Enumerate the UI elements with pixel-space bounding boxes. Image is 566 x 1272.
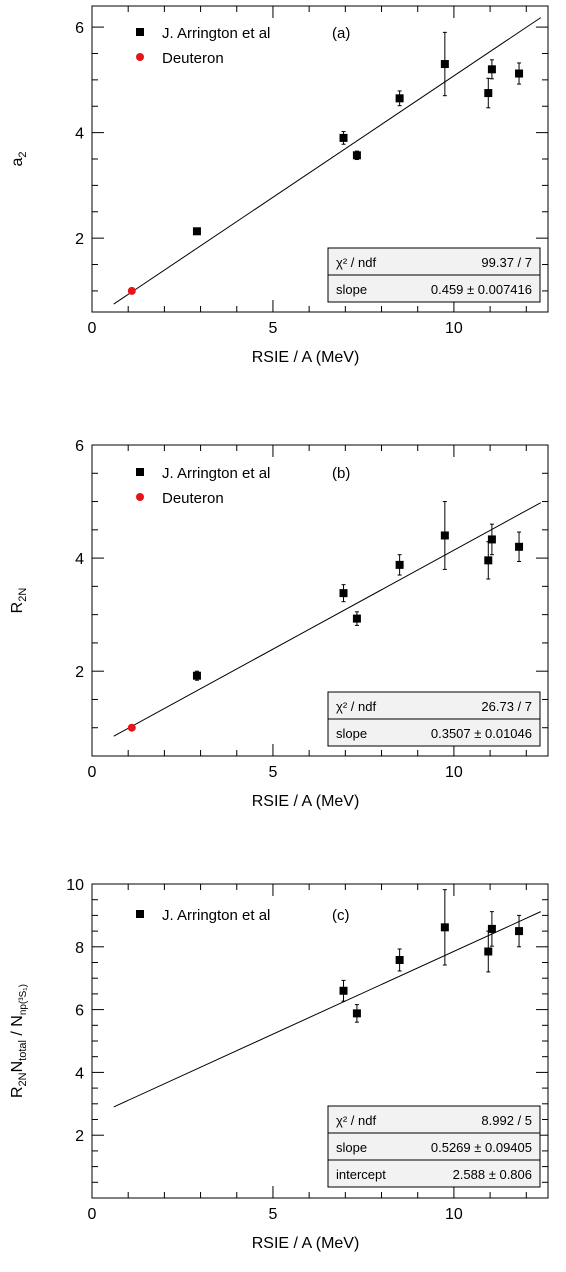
y-tick-label: 8 (75, 940, 84, 957)
data-point-square (352, 151, 361, 160)
panel-label: (b) (332, 465, 350, 482)
data-point-square (339, 133, 348, 142)
y-tick-label: 4 (75, 1065, 84, 1082)
y-tick-label: 10 (66, 877, 84, 894)
stats-box (327, 1105, 541, 1188)
y-tick-label: 2 (75, 664, 84, 681)
data-point-square (352, 1009, 361, 1018)
data-point-square (487, 65, 496, 74)
data-point-square (440, 531, 449, 540)
panel-label: (a) (332, 25, 350, 42)
x-tick-label: 0 (88, 320, 97, 337)
y-tick-label: 6 (75, 438, 84, 455)
data-point-square (484, 556, 493, 565)
fit-line (113, 502, 542, 737)
stats-label: slope (336, 726, 367, 741)
y-tick-label: 4 (75, 126, 84, 143)
data-point-square (395, 560, 404, 569)
data-point-square (440, 60, 449, 69)
x-axis-title: RSIE / A (MeV) (252, 793, 360, 810)
x-tick-label: 0 (88, 764, 97, 781)
stats-label: slope (336, 1140, 367, 1155)
x-axis-title: RSIE / A (MeV) (252, 1235, 360, 1252)
y-tick-label: 6 (75, 1003, 84, 1020)
y-axis-title: R2N (9, 588, 29, 614)
x-axis-title: RSIE / A (MeV) (252, 349, 360, 366)
y-tick-label: 2 (75, 1128, 84, 1145)
fit-line (113, 911, 541, 1108)
stats-label: slope (336, 282, 367, 297)
plot-frame (91, 444, 549, 757)
fit-line (113, 17, 542, 305)
stats-value: 2.588 ± 0.806 (453, 1167, 532, 1182)
legend-entry: Deuteron (162, 490, 224, 507)
legend-marker-circle (136, 493, 144, 501)
data-point-square (484, 89, 493, 98)
y-tick-label: 4 (75, 551, 84, 568)
x-tick-label: 10 (445, 1206, 463, 1223)
data-point-square (395, 94, 404, 103)
legend-entry: J. Arrington et al (162, 465, 270, 482)
stats-label: intercept (336, 1167, 386, 1182)
data-point-square (395, 955, 404, 964)
legend-marker-square (136, 910, 144, 918)
stats-value: 0.3507 ± 0.01046 (431, 726, 532, 741)
legend-entry: Deuteron (162, 50, 224, 67)
legend-marker-circle (136, 53, 144, 61)
stats-value: 26.73 / 7 (481, 699, 532, 714)
y-tick-label: 2 (75, 231, 84, 248)
legend-entry: J. Arrington et al (162, 907, 270, 924)
y-axis-title: a2 (9, 151, 29, 166)
data-point-circle (127, 723, 136, 732)
data-point-square (192, 227, 201, 236)
data-point-square (339, 986, 348, 995)
data-point-square (484, 947, 493, 956)
x-tick-label: 5 (268, 320, 277, 337)
stats-value: 8.992 / 5 (481, 1113, 532, 1128)
legend-entry: J. Arrington et al (162, 25, 270, 42)
panel-a: 0 5 10 2 4 6 RSIE / A (MeV) a2 (a) J. Arrington e… (9, 5, 549, 366)
panel-c: 0 5 10 2 4 6 8 10 RSIE / A (MeV) R2NNtotal / Nnp(… (9, 877, 549, 1252)
x-tick-label: 5 (268, 764, 277, 781)
data-point-square (515, 542, 524, 551)
data-point-square (487, 924, 496, 933)
stats-value: 99.37 / 7 (481, 255, 532, 270)
data-point-square (440, 923, 449, 932)
data-point-circle (127, 286, 136, 295)
data-point-square (192, 671, 201, 680)
x-tick-label: 10 (445, 764, 463, 781)
stats-label: χ² / ndf (336, 1113, 376, 1128)
stats-label: χ² / ndf (336, 699, 376, 714)
data-point-square (352, 614, 361, 623)
y-axis-title: R2NNtotal / Nnp(³S₁) (9, 984, 29, 1098)
stats-value: 0.5269 ± 0.09405 (431, 1140, 532, 1155)
data-point-square (339, 589, 348, 598)
panel-label: (c) (332, 907, 350, 924)
legend-marker-square (136, 468, 144, 476)
stats-label: χ² / ndf (336, 255, 376, 270)
data-point-square (515, 69, 524, 78)
data-point-square (487, 535, 496, 544)
x-tick-label: 10 (445, 320, 463, 337)
x-tick-label: 0 (88, 1206, 97, 1223)
legend-marker-square (136, 28, 144, 36)
y-tick-label: 6 (75, 20, 84, 37)
stats-value: 0.459 ± 0.007416 (431, 282, 532, 297)
data-point-square (515, 927, 524, 936)
x-tick-label: 5 (268, 1206, 277, 1223)
panel-b: 0 5 10 2 4 6 RSIE / A (MeV) R2N (b) J. Arrington … (9, 438, 549, 810)
